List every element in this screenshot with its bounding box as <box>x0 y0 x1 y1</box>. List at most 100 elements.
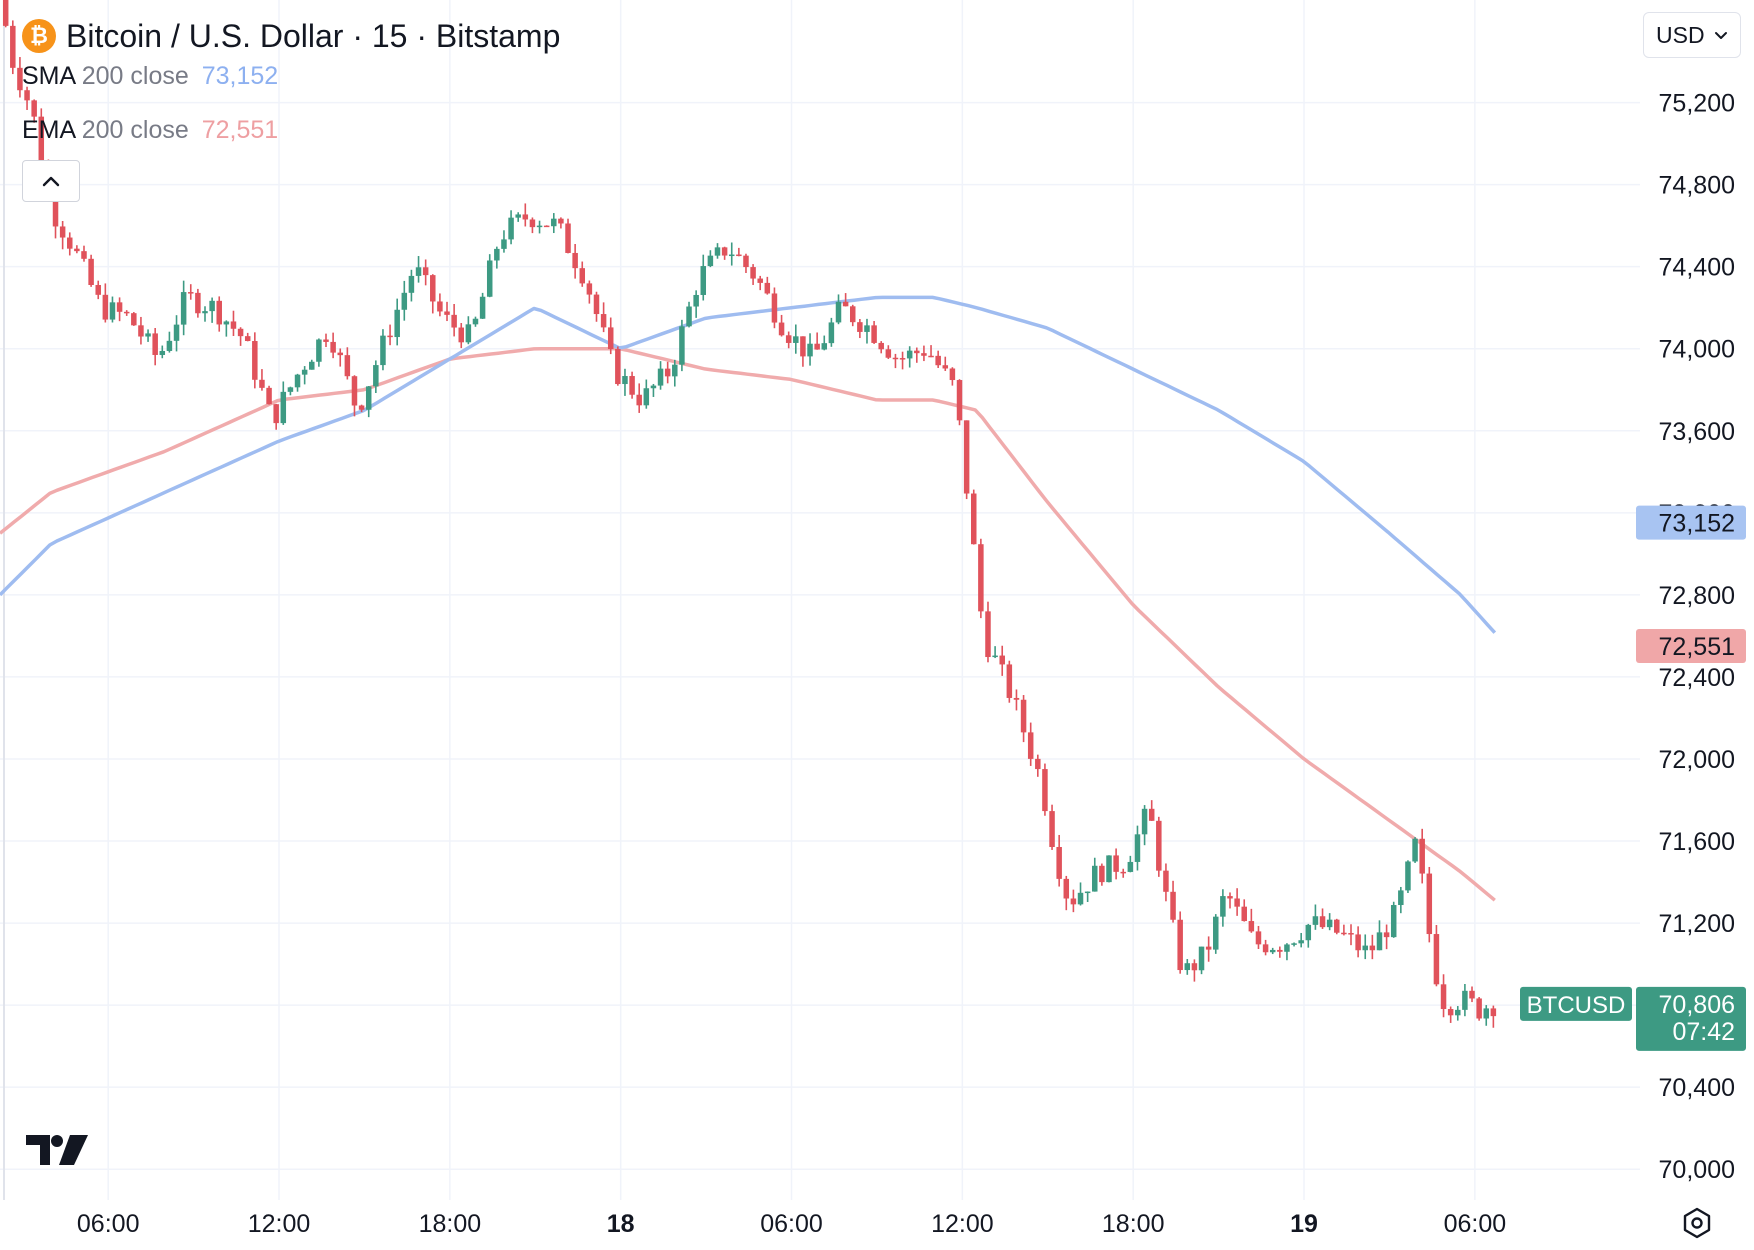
ema-price-tag: 72,551 <box>1636 628 1746 663</box>
candle <box>1042 763 1048 816</box>
candle <box>1319 908 1326 929</box>
candle <box>607 317 614 355</box>
candle <box>309 359 315 370</box>
ema-200-line <box>0 346 1496 902</box>
candle <box>1277 946 1283 958</box>
candle <box>636 383 642 413</box>
sma-200-line <box>0 295 1497 634</box>
candle <box>209 297 215 323</box>
candle <box>67 232 73 256</box>
candle <box>486 254 493 298</box>
candle <box>593 291 600 322</box>
ema-legend-value: 72,551 <box>201 116 279 144</box>
candle <box>88 254 94 287</box>
time-axis[interactable]: 06:00 12:00 18:00 18 06:00 12:00 18:00 19 06:00 <box>77 1210 1506 1238</box>
candle <box>408 269 415 302</box>
candle <box>195 288 201 318</box>
candle <box>401 280 408 321</box>
candle <box>842 293 849 307</box>
candle <box>536 220 543 234</box>
candle <box>963 420 970 500</box>
candle <box>31 99 37 123</box>
x-tick-label: 06:00 <box>1444 1210 1507 1238</box>
symbol-title[interactable]: Bitcoin / U.S. Dollar · 15 · Bitstamp <box>66 17 561 54</box>
x-tick-label: 18:00 <box>419 1210 482 1238</box>
candle <box>1092 857 1098 892</box>
svg-text:07:42: 07:42 <box>1672 1018 1735 1046</box>
candle <box>230 310 237 336</box>
candle <box>1383 924 1390 950</box>
candle <box>458 322 464 349</box>
candle <box>1198 946 1205 975</box>
candle <box>294 373 301 392</box>
candle <box>764 276 771 295</box>
candle <box>1334 918 1340 935</box>
candle <box>323 333 329 348</box>
candle <box>935 350 941 368</box>
collapse-legend-button[interactable] <box>22 160 80 202</box>
candle <box>522 203 529 227</box>
y-tick-label: 73,600 <box>1659 418 1735 446</box>
candle <box>600 302 607 333</box>
candle <box>615 346 621 386</box>
sma-legend-name: SMA <box>22 62 75 90</box>
candle <box>1191 959 1198 982</box>
candle <box>707 250 714 268</box>
candle <box>1063 875 1070 911</box>
candle <box>1433 925 1440 987</box>
chart-grid <box>0 0 1640 1200</box>
candle <box>686 301 692 328</box>
candle <box>316 338 322 367</box>
candle <box>373 360 379 394</box>
candle <box>1390 901 1397 938</box>
candle <box>1077 882 1084 906</box>
tradingview-logo-icon <box>26 1135 88 1165</box>
candle <box>1469 986 1475 1003</box>
candle <box>1013 689 1020 711</box>
candle <box>914 347 920 363</box>
candle <box>123 310 130 316</box>
sma-legend[interactable]: SMA 200 close 73,152 <box>22 62 278 91</box>
candle <box>1213 914 1219 954</box>
candle <box>1341 924 1347 936</box>
candle <box>572 244 578 279</box>
candle <box>800 336 806 367</box>
candle <box>558 217 564 229</box>
candle <box>1113 848 1119 880</box>
tradingview-logo[interactable] <box>26 1133 90 1172</box>
candle <box>942 356 949 371</box>
candle <box>365 385 372 418</box>
candle <box>543 225 550 228</box>
candle <box>344 347 351 380</box>
candle <box>971 489 977 545</box>
candle <box>444 301 450 322</box>
candle <box>992 646 998 659</box>
candle <box>472 316 479 327</box>
candle <box>1106 855 1112 883</box>
candle <box>301 366 308 385</box>
candle <box>1369 934 1376 960</box>
svg-text:73,152: 73,152 <box>1659 510 1735 538</box>
currency-selector[interactable]: USD <box>1643 12 1741 58</box>
candle <box>109 296 116 323</box>
y-tick-label: 72,000 <box>1659 746 1735 774</box>
candle <box>956 379 963 426</box>
settings-icon[interactable] <box>1680 1206 1714 1240</box>
candle <box>2 0 9 28</box>
y-tick-label: 74,000 <box>1659 336 1735 364</box>
candle <box>1419 828 1425 884</box>
candle <box>1027 722 1034 766</box>
candle <box>821 335 828 351</box>
ema-legend[interactable]: EMA 200 close 72,551 <box>22 116 278 145</box>
candle <box>280 381 287 425</box>
ema-legend-params: 200 close <box>81 116 189 144</box>
candle <box>244 332 251 342</box>
candle <box>1298 932 1304 948</box>
candle <box>985 601 991 663</box>
candle <box>394 298 400 346</box>
sma-200-layer <box>0 295 1497 634</box>
x-tick-label: 18 <box>607 1210 635 1238</box>
